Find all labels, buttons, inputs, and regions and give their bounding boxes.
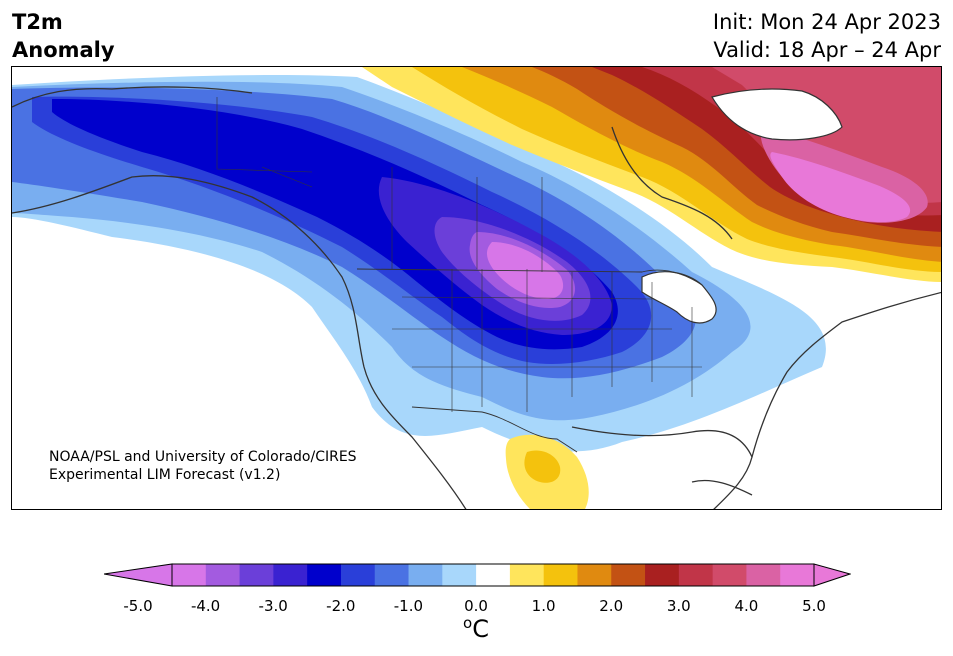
credit-text: NOAA/PSL and University of Colorado/CIRE… (49, 448, 357, 484)
colorbar-cell (239, 564, 274, 586)
forecast-dates: Init: Mon 24 Apr 2023 Valid: 18 Apr – 24… (713, 8, 941, 64)
title-line-2: Anomaly (12, 38, 115, 62)
state-lines (392, 269, 702, 412)
colorbar-tick-label: -2.0 (326, 597, 356, 615)
colorbar-cell (408, 564, 443, 586)
anomaly-map (11, 66, 942, 510)
colorbar-cell (307, 564, 342, 586)
colorbar-border (171, 563, 815, 587)
colorbar-cells (172, 564, 815, 586)
colorbar-tick-label: 2.0 (599, 597, 624, 615)
colorbar-tick-label: 1.0 (531, 597, 556, 615)
colorbar-cell (746, 564, 781, 586)
valid-range: Valid: 18 Apr – 24 Apr (713, 38, 941, 62)
colorbar-cell (611, 564, 646, 586)
hudson-bay (611, 126, 733, 240)
colorbar-tick-label: -3.0 (258, 597, 288, 615)
colorbar-cell (374, 564, 410, 586)
colorbar-cell (205, 564, 241, 586)
title-line-1: T2m (12, 10, 63, 34)
contour-mexico-1 (524, 450, 561, 483)
colorbar-tick-label: 4.0 (734, 597, 759, 615)
colorbar-cell (442, 564, 477, 586)
colorbar-cell (712, 564, 747, 586)
great-lakes (641, 271, 717, 324)
us-canada-border (356, 268, 703, 286)
colorbar-cell (577, 564, 612, 586)
init-date: Init: Mon 24 Apr 2023 (712, 10, 941, 34)
colorbar-cell (172, 564, 207, 586)
credit-line-1: NOAA/PSL and University of Colorado/CIRE… (49, 449, 357, 465)
coastline-east (751, 291, 941, 458)
colorbar-cell (273, 564, 308, 586)
colorbar-cell (509, 564, 545, 586)
colorbar (104, 563, 851, 587)
coastline-gulf (571, 426, 753, 509)
colorbar-cell (645, 564, 680, 586)
colorbar-tick-label: 3.0 (666, 597, 691, 615)
colorbar-cell (543, 564, 578, 586)
colorbar-tick-label: -1.0 (393, 597, 424, 615)
unit-letter: C (472, 615, 489, 643)
colorbar-tick-label: -4.0 (190, 597, 221, 615)
coastline-west (12, 175, 467, 509)
coastline-alaska (12, 86, 253, 108)
colorbar-cell (678, 564, 714, 586)
map-title: T2m Anomaly (12, 8, 115, 64)
us-mexico-border (411, 406, 578, 453)
credit-line-2: Experimental LIM Forecast (v1.2) (49, 467, 281, 483)
colorbar-left-arrow (104, 563, 173, 587)
colorbar-unit: oC (463, 614, 489, 643)
colorbar-cell (780, 564, 815, 586)
greenland-gap (711, 88, 843, 141)
province-lines (216, 97, 543, 272)
cuba (691, 479, 753, 496)
colorbar-right-arrow (813, 563, 851, 587)
degree-symbol: o (463, 614, 473, 632)
colorbar-tick-label: -5.0 (123, 597, 153, 615)
colorbar-tick-label: 0.0 (464, 597, 488, 615)
contour-warm-8 (770, 152, 911, 223)
anomaly-map-canvas (12, 67, 941, 509)
colorbar-tick-label: 5.0 (802, 597, 826, 615)
colorbar-cell (340, 564, 376, 586)
colorbar-cell (476, 564, 511, 586)
